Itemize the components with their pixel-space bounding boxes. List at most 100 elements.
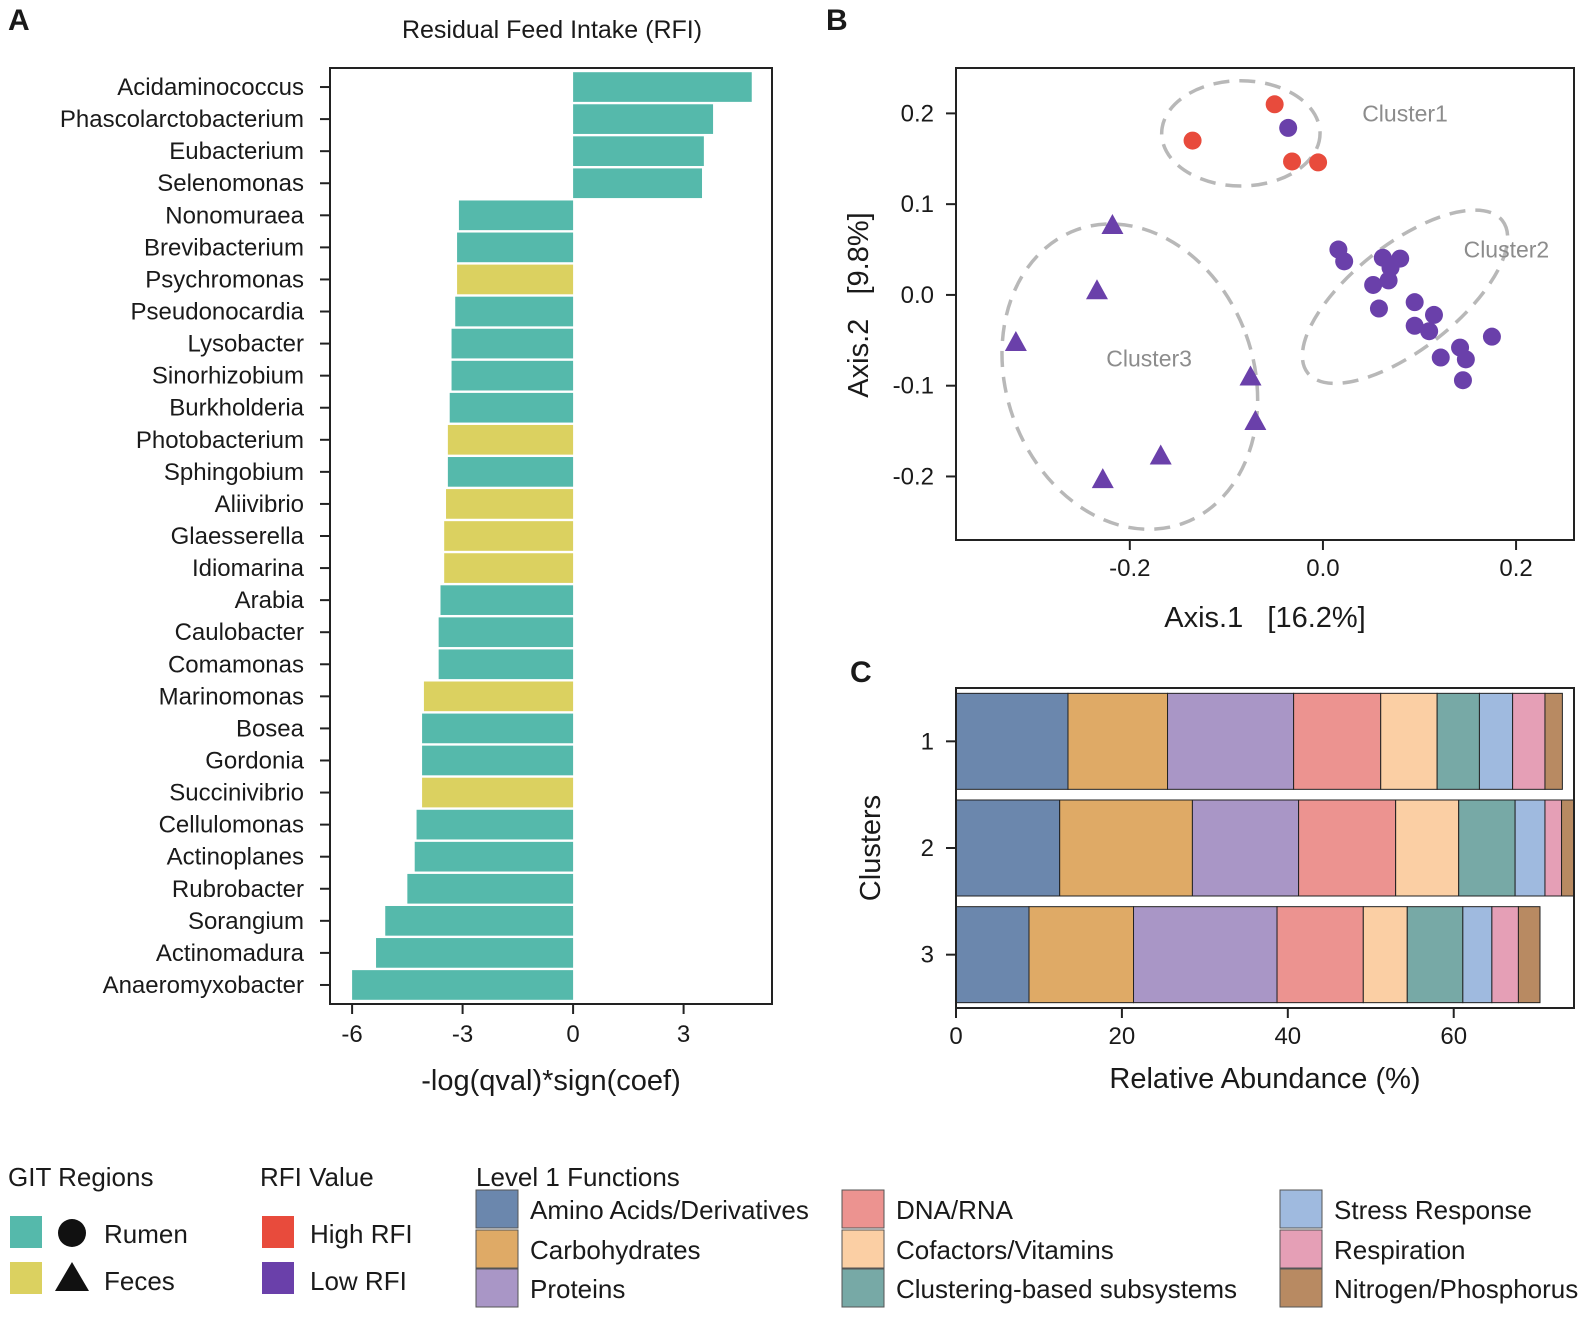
legend-low-rfi-swatch — [262, 1262, 294, 1294]
y-tick-label: Phascolarctobacterium — [60, 106, 304, 133]
legend-git-title: GIT Regions — [8, 1162, 153, 1192]
y-tick-label: Eubacterium — [169, 138, 304, 165]
stack-segment — [1028, 906, 1135, 1004]
y-tick-label: Aliivibrio — [215, 491, 304, 518]
y-tick-label: Cellulomonas — [159, 812, 304, 839]
stack-segment — [1561, 799, 1575, 897]
bar-anaeromyxobacter — [352, 970, 574, 1000]
chart-a-title: Residual Feed Intake (RFI) — [402, 16, 702, 44]
bar-idiomarina — [444, 553, 574, 583]
bar-psychromonas — [457, 264, 574, 295]
y-tick-label: Arabia — [235, 587, 305, 614]
stack-segment — [955, 692, 1069, 790]
stack-segment — [1491, 906, 1519, 1004]
y-tick-label: Sinorhizobium — [152, 363, 304, 390]
x-tick-label: 20 — [1109, 1023, 1136, 1050]
cluster-ellipse — [1159, 78, 1322, 188]
stack-segment — [1298, 799, 1397, 897]
legend-function-swatch — [1279, 1189, 1323, 1229]
stack-segment — [1544, 692, 1563, 790]
stack-segment — [1436, 692, 1480, 790]
stack-segment — [1512, 692, 1546, 790]
chart-b-x-axis-title: Axis.1 [16.2%] — [1164, 602, 1366, 634]
legend-function-label: Nitrogen/Phosphorus — [1334, 1274, 1578, 1304]
bar-photobacterium — [447, 424, 574, 455]
bar-bosea — [422, 713, 574, 744]
bar-rubrobacter — [407, 873, 574, 904]
bar-cellulomonas — [416, 809, 574, 840]
y-tick-label: 0.2 — [901, 100, 934, 127]
y-tick-label: Acidaminococcus — [117, 74, 304, 101]
y-tick-label: Succinivibrio — [169, 780, 304, 807]
y-tick-label: Rubrobacter — [172, 876, 304, 903]
legend-low-rfi-label: Low RFI — [310, 1266, 407, 1296]
y-tick-label: 3 — [921, 942, 934, 969]
point-circle — [1391, 249, 1410, 268]
bar-burkholderia — [449, 392, 574, 423]
point-circle — [1453, 371, 1472, 390]
point-circle — [1420, 322, 1439, 341]
panel-letter-c: C — [850, 656, 872, 689]
x-tick-label: 0 — [566, 1021, 579, 1048]
bar-gordonia — [422, 745, 574, 776]
legend-function-label: Cofactors/Vitamins — [896, 1235, 1114, 1265]
point-triangle — [1239, 365, 1262, 386]
chart-b-frame — [955, 67, 1575, 541]
bar-comamonas — [438, 649, 574, 680]
x-tick-label: 0 — [949, 1023, 962, 1050]
legend-function-label: Clustering-based subsystems — [896, 1274, 1237, 1304]
stack-segment — [1514, 799, 1546, 897]
legend-function-swatch — [475, 1189, 519, 1229]
point-triangle — [1101, 213, 1124, 234]
bar-succinivibrio — [422, 777, 574, 808]
bar-aliivibrio — [446, 489, 574, 519]
legends: GIT Regions Rumen Feces RFI Value High R… — [8, 1162, 1578, 1308]
point-triangle — [1091, 468, 1114, 489]
point-circle — [1456, 350, 1475, 369]
bar-glaesserella — [444, 521, 574, 551]
bar-brevibacterium — [457, 232, 574, 263]
x-tick-label: 0.2 — [1499, 555, 1532, 582]
legend-function-swatch — [475, 1229, 519, 1269]
legend-function-swatch — [475, 1268, 519, 1308]
stack-segment — [1167, 692, 1295, 790]
point-triangle — [1149, 444, 1172, 465]
y-tick-label: Glaesserella — [171, 523, 305, 550]
y-tick-label: Comamonas — [168, 651, 304, 678]
point-circle — [1405, 316, 1424, 335]
stack-segment — [1293, 692, 1382, 790]
bar-selenomonas — [573, 168, 703, 199]
stack-segment — [1458, 799, 1516, 897]
panel-a-rfi-bar-chart: Residual Feed Intake (RFI) Acidaminococc… — [60, 16, 773, 1097]
legend-function-label: Amino Acids/Derivatives — [530, 1195, 809, 1225]
y-tick-label: -0.1 — [893, 373, 934, 400]
bar-caulobacter — [438, 617, 574, 648]
bar-actinoplanes — [414, 841, 574, 872]
y-tick-label: -0.2 — [893, 463, 934, 490]
bar-sphingobium — [447, 457, 574, 487]
y-tick-label: Pseudonocardia — [131, 299, 305, 326]
y-tick-label: Caulobacter — [175, 619, 304, 646]
chart-c-y-axis-title: Clusters — [855, 795, 887, 901]
y-tick-label: Selenomonas — [157, 170, 304, 197]
y-tick-label: Brevibacterium — [144, 234, 304, 261]
point-circle — [1424, 305, 1443, 324]
legend-function-swatch — [841, 1189, 885, 1229]
stack-segment — [1517, 906, 1541, 1004]
legend-functions-title: Level 1 Functions — [476, 1162, 680, 1192]
bar-actinomadura — [376, 938, 574, 968]
y-tick-label: 0.1 — [901, 191, 934, 218]
legend-function-swatch — [841, 1229, 885, 1269]
y-tick-label: 2 — [921, 835, 934, 862]
legend-triangle-icon — [55, 1262, 89, 1291]
point-circle — [1431, 348, 1450, 367]
y-tick-label: Actinomadura — [156, 940, 305, 967]
y-tick-label: 1 — [921, 728, 934, 755]
y-tick-label: Anaeromyxobacter — [103, 972, 304, 999]
legend-rumen-label: Rumen — [104, 1219, 188, 1249]
y-tick-label: Photobacterium — [136, 427, 304, 454]
chart-b-y-axis-title: Axis.2 [9.8%] — [843, 212, 875, 397]
stack-segment — [1478, 692, 1514, 790]
legend-function-label: Stress Response — [1334, 1195, 1532, 1225]
point-triangle — [1085, 279, 1108, 300]
